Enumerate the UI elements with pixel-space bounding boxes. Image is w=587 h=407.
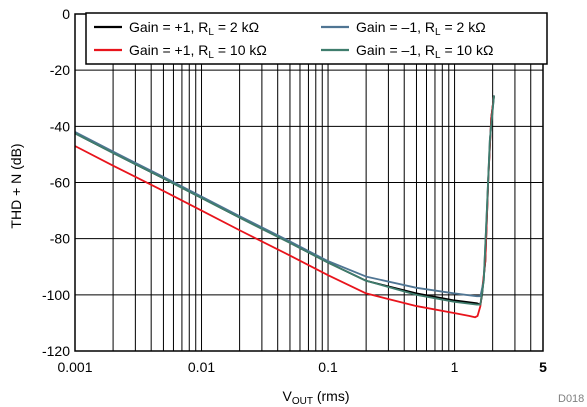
x-tick-label: 0.001	[57, 359, 92, 375]
legend-label-text: Gain = +1, R	[129, 19, 208, 35]
figure-code: D018	[558, 393, 584, 405]
x-axis-label-main: V	[283, 388, 293, 404]
x-axis-label-rest: (rms)	[313, 388, 350, 404]
y-tick-label: -100	[42, 287, 70, 303]
legend-label-4: Gain = –1, RL = 10 kΩ	[356, 42, 493, 61]
legend-label-value: = 10 kΩ	[441, 42, 494, 58]
legend-label-2: Gain = +1, RL = 10 kΩ	[129, 42, 267, 61]
x-tick-label: 1	[451, 359, 459, 375]
legend-label-text: Gain = –1, R	[356, 19, 435, 35]
series-group	[74, 95, 495, 319]
legend-label-value: = 2 kΩ	[214, 19, 259, 35]
series-line-4	[74, 95, 495, 306]
y-tick-label: 0	[62, 6, 70, 22]
x-tick-label: 0.1	[318, 359, 338, 375]
x-axis-label: VOUT (rms)	[283, 388, 350, 407]
legend-label-subscript: L	[435, 50, 441, 61]
y-tick-label: -20	[50, 62, 70, 78]
legend-label-subscript: L	[208, 27, 214, 38]
y-tick-label: -40	[50, 118, 70, 134]
x-tick-label: 5	[539, 359, 547, 375]
y-tick-labels: 0 -20 -40 -60 -80 -100 -120	[42, 6, 70, 359]
legend-label-value: = 2 kΩ	[441, 19, 486, 35]
legend-label-text: Gain = +1, R	[129, 42, 208, 58]
x-tick-label: 0.01	[188, 359, 215, 375]
legend-box	[85, 12, 548, 65]
legend-label-subscript: L	[208, 50, 214, 61]
y-tick-label: -80	[50, 231, 70, 247]
x-tick-labels: 0.001 0.01 0.1 1 5	[57, 359, 547, 375]
legend-label-1: Gain = +1, RL = 2 kΩ	[129, 19, 259, 38]
legend-label-subscript: L	[435, 27, 441, 38]
legend-label-text: Gain = –1, R	[356, 42, 435, 58]
legend-label-3: Gain = –1, RL = 2 kΩ	[356, 19, 486, 38]
legend-label-value: = 10 kΩ	[214, 42, 267, 58]
y-tick-label: -60	[50, 175, 70, 191]
x-axis-label-sub: OUT	[292, 396, 313, 407]
y-axis-label: THD + N (dB)	[8, 143, 24, 228]
y-tick-label: -120	[42, 343, 70, 359]
